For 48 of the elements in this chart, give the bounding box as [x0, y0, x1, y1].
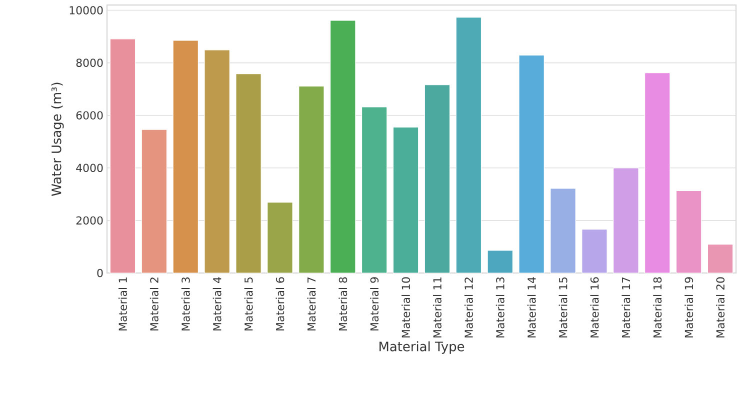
x-tick-label: Material 12 — [464, 278, 473, 338]
x-tick-label: Material 4 — [212, 277, 222, 330]
bar — [141, 129, 168, 274]
bar — [456, 17, 482, 274]
x-tick-label: Material 10 — [402, 277, 410, 338]
bar — [582, 229, 608, 274]
x-axis-title: Material Type — [380, 341, 464, 354]
x-tick-label: Material 14 — [527, 277, 536, 338]
x-tick-label: Material 20 — [716, 277, 725, 338]
x-tick-label: Material 1 — [118, 278, 127, 330]
bar — [424, 84, 450, 274]
x-tick-label: Material 16 — [590, 277, 599, 338]
bar — [392, 126, 419, 274]
x-tick-label: Material 8 — [338, 277, 348, 330]
x-tick-label: Material 9 — [370, 277, 379, 330]
x-tick-label: Material 3 — [181, 277, 190, 330]
y-tick-label: 6000 — [76, 111, 103, 120]
x-tick-label: Material 2 — [150, 278, 158, 330]
bar — [518, 54, 544, 274]
bar — [676, 190, 702, 274]
x-tick-label: Material 18 — [653, 277, 662, 338]
bar — [613, 168, 639, 274]
bar — [707, 244, 734, 274]
y-tick-label: 10000 — [70, 6, 103, 14]
y-tick-label: 4000 — [76, 164, 103, 172]
x-tick-label: Material 19 — [684, 277, 694, 338]
x-tick-label: Material 11 — [432, 278, 442, 338]
y-tick-label: 8000 — [76, 58, 103, 67]
bar — [110, 38, 136, 274]
x-tick-label: Material 15 — [558, 277, 568, 338]
bar — [236, 74, 262, 274]
y-tick-label: 0 — [97, 268, 103, 278]
bar — [330, 20, 356, 274]
x-tick-label: Material 7 — [307, 277, 316, 330]
x-tick-label: Material 13 — [496, 277, 504, 338]
y-tick-label: 2000 — [76, 216, 103, 225]
x-tick-label: Material 17 — [622, 277, 630, 338]
y-axis-title: Water Usage (m³) — [51, 82, 64, 196]
bar — [172, 40, 199, 274]
bar — [644, 72, 670, 274]
bar — [204, 50, 230, 274]
bar — [361, 106, 388, 274]
bar — [550, 188, 576, 274]
x-tick-label: Material 5 — [244, 277, 253, 330]
bar — [298, 86, 324, 274]
x-tick-label: Material 6 — [276, 277, 284, 330]
bar — [487, 250, 514, 274]
bar — [267, 202, 293, 274]
